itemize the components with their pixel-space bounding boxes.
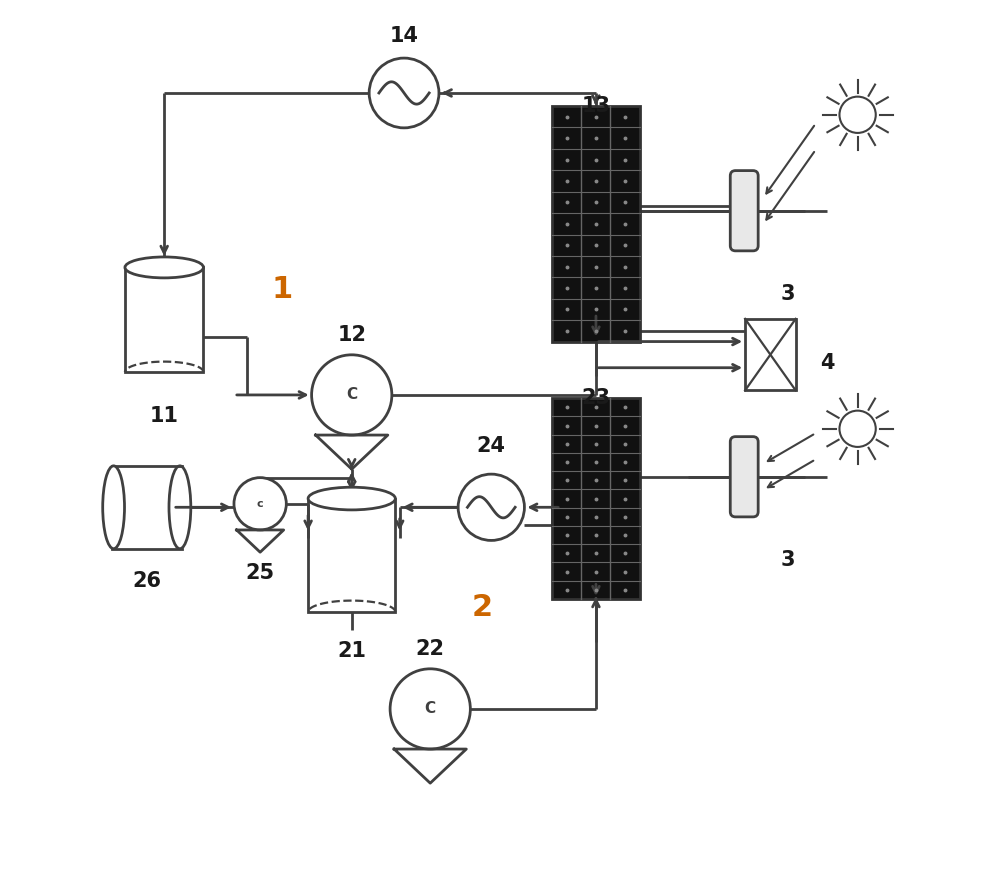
Text: 4: 4 bbox=[820, 354, 834, 374]
Text: 26: 26 bbox=[132, 571, 161, 592]
Circle shape bbox=[458, 474, 524, 541]
Text: 22: 22 bbox=[416, 639, 445, 659]
Text: 21: 21 bbox=[337, 641, 366, 662]
Text: 13: 13 bbox=[581, 96, 610, 116]
Text: 12: 12 bbox=[337, 325, 366, 345]
Bar bbox=[552, 106, 640, 341]
Text: c: c bbox=[257, 499, 263, 508]
Text: C: C bbox=[425, 702, 436, 717]
FancyBboxPatch shape bbox=[730, 437, 758, 517]
Circle shape bbox=[369, 58, 439, 128]
Text: 25: 25 bbox=[246, 563, 275, 583]
Bar bbox=[308, 499, 395, 612]
Bar bbox=[125, 268, 203, 372]
Text: 11: 11 bbox=[150, 406, 179, 426]
Ellipse shape bbox=[169, 466, 191, 549]
Circle shape bbox=[312, 355, 392, 435]
Text: 14: 14 bbox=[390, 26, 419, 46]
Text: 1: 1 bbox=[271, 275, 293, 304]
FancyBboxPatch shape bbox=[730, 171, 758, 251]
Text: 3: 3 bbox=[781, 550, 795, 570]
Circle shape bbox=[234, 478, 286, 530]
Text: 2: 2 bbox=[472, 593, 493, 622]
Ellipse shape bbox=[308, 487, 395, 510]
Bar bbox=[552, 398, 640, 598]
Circle shape bbox=[390, 668, 470, 749]
Text: 23: 23 bbox=[581, 388, 610, 409]
Ellipse shape bbox=[125, 257, 203, 278]
Text: 3: 3 bbox=[781, 284, 795, 304]
Ellipse shape bbox=[103, 466, 125, 549]
Text: 24: 24 bbox=[477, 437, 506, 456]
Text: C: C bbox=[346, 388, 357, 402]
Bar bbox=[745, 318, 796, 390]
